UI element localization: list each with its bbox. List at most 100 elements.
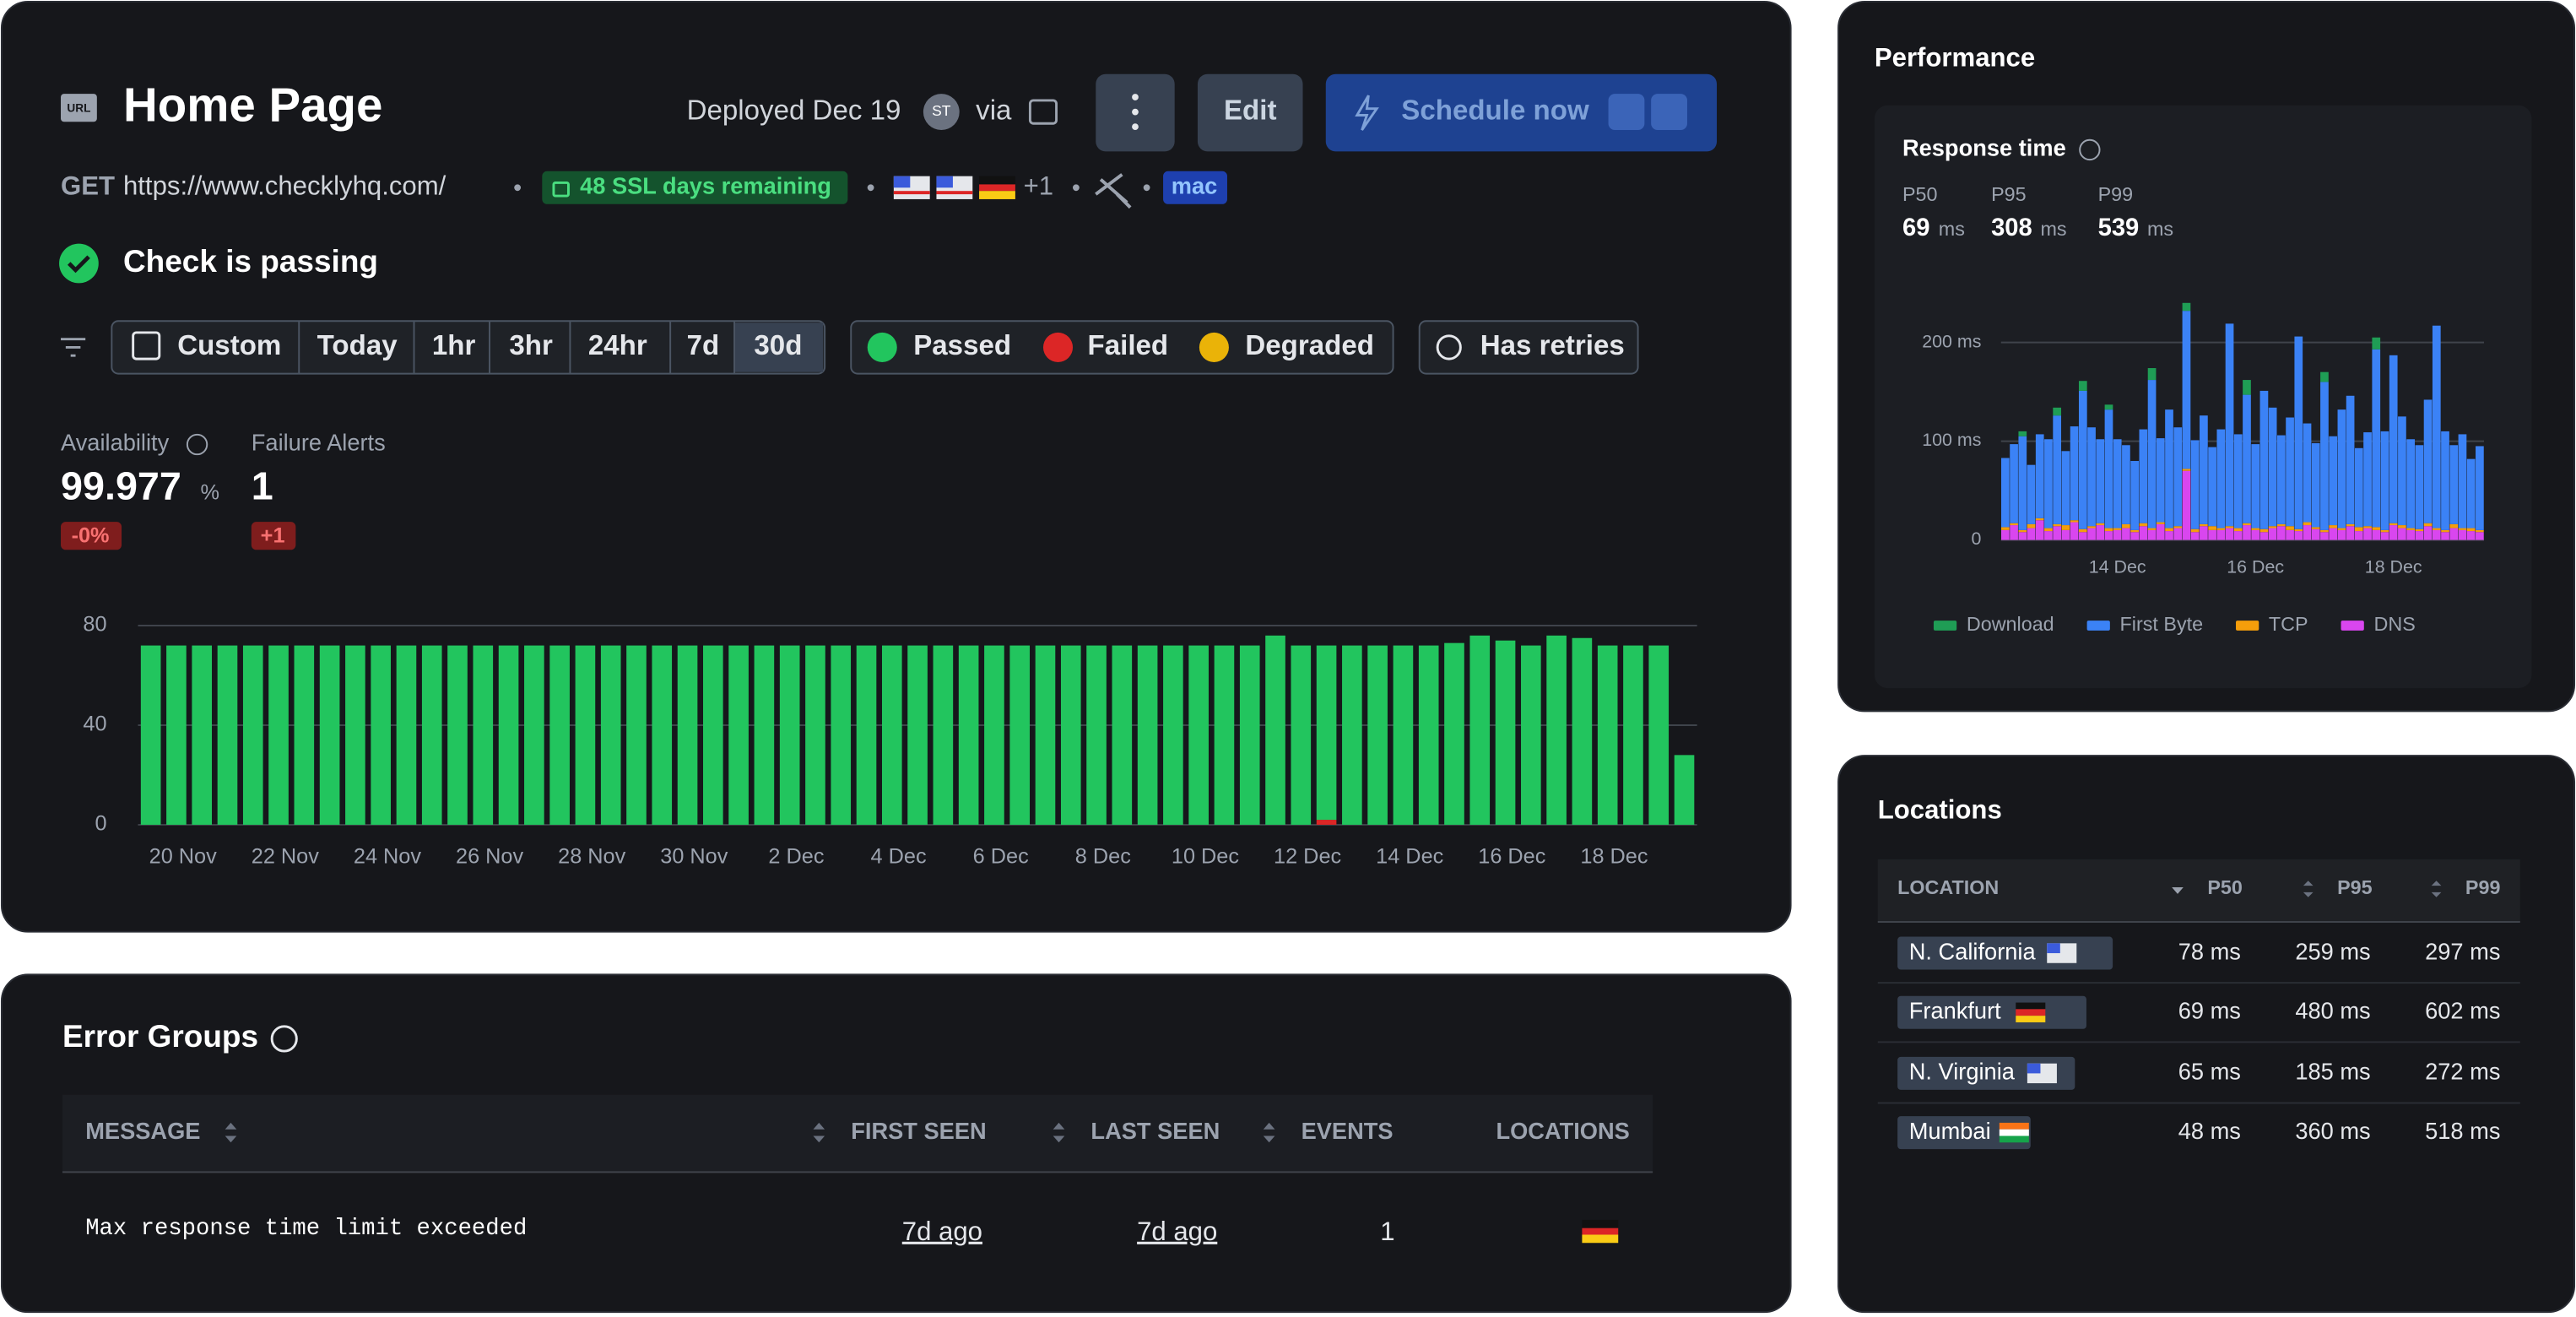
bar-segment [2268,528,2277,540]
bar-segment [396,645,417,825]
bar-segment [2208,526,2216,530]
avatar [923,94,960,131]
stat-unit: ms [1939,218,1965,240]
column-header[interactable]: LOCATIONS [1496,1118,1629,1144]
schedule-button[interactable] [1325,73,1718,152]
result-filter[interactable]: Passed [913,330,1011,361]
result-filter[interactable]: Degraded [1245,330,1374,361]
bar-segment [2070,426,2079,521]
metric-change: +1 [261,523,285,547]
cell: 480 ms [2295,997,2370,1023]
x-tick-label: 14 Dec [2089,556,2146,577]
bar-segment [2286,526,2294,530]
bar-segment [2449,523,2459,528]
bar-segment [856,645,877,825]
flag-stripe [936,191,973,195]
bar-segment [1367,645,1388,825]
bar-segment [2208,529,2216,540]
bar-segment [2243,525,2251,540]
flag-de [979,184,1015,192]
range[interactable]: 24hr [588,330,647,361]
bar-segment [2337,529,2346,540]
bar-segment [1521,645,1541,825]
dot [1132,94,1139,100]
range[interactable]: 3hr [509,330,553,361]
bar-segment [2053,407,2062,416]
bar-segment [2277,435,2286,524]
bar-segment [2225,323,2234,527]
range[interactable]: 1hr [432,330,476,361]
bar-segment [2139,526,2148,540]
error-message[interactable]: Max response time limit exceeded [85,1216,527,1242]
bar-segment [2354,531,2363,540]
column-header[interactable]: P99 [2465,876,2501,898]
range[interactable]: 7d [687,330,720,361]
column-header[interactable]: P50 [2207,876,2243,898]
retries-filter[interactable] [1418,320,1639,375]
location-rows: N. California 78 ms 259 ms 297 ms Frankf… [1877,936,2520,1150]
x-tick-label: 2 Dec [768,845,824,869]
bar-segment [2303,522,2312,526]
kbd [1608,94,1645,131]
bar-segment [2476,446,2484,530]
stat-value: 69 [1902,214,1929,241]
bar-segment [2268,526,2277,528]
bar-segment [881,645,902,825]
change-badge [251,522,296,550]
bar-segment [805,645,825,825]
bar-segment [2476,532,2484,540]
column-header[interactable]: FIRST SEEN [851,1118,986,1144]
y-tick-label: 0 [1971,528,1981,549]
bar-segment [958,645,979,825]
bar-segment [2233,434,2243,528]
result-filter[interactable]: Failed [1088,330,1169,361]
bar-segment [2251,444,2260,528]
via: via [976,95,1012,126]
flag-in [1999,1129,2029,1136]
edit-button[interactable] [1197,73,1303,152]
runtime: mac [1172,172,1218,198]
bar-segment [2311,442,2320,528]
column-header[interactable]: MESSAGE [85,1118,200,1144]
column-header[interactable]: LOCATION [1897,876,1999,898]
range[interactable]: Custom [177,330,281,361]
bar-segment [2018,431,2027,436]
bar-segment [2398,525,2406,528]
bar-segment [2001,529,2010,540]
sort-icon [813,1122,825,1143]
column-header[interactable]: EVENTS [1302,1118,1394,1144]
bar-segment [2182,469,2191,471]
column-header[interactable]: LAST SEEN [1090,1118,1220,1144]
flag-de [2016,1002,2046,1010]
bar-segment [2216,528,2226,530]
range[interactable]: Today [317,330,398,361]
bar-segment [2251,528,2260,530]
bar-segment [2001,458,2010,528]
range[interactable]: 30d [754,330,802,361]
bar-segment [2078,532,2087,540]
legend-label: DNS [2373,613,2415,635]
sort-icons [225,1122,1275,1143]
bar-segment [2070,520,2079,523]
column-header[interactable]: P95 [2337,876,2373,898]
avatar-text: ST [932,102,951,119]
cell: 48 ms [2178,1118,2241,1144]
stat-label: P99 [2098,183,2134,205]
help-icon [186,433,208,456]
bar-segment [2182,470,2191,540]
bar-segment [2156,522,2165,524]
bar-segment [2139,429,2148,523]
degraded-icon [1199,332,1229,362]
bar-segment [2389,523,2398,526]
bar-segment [1291,645,1312,825]
panel-title: Locations [1878,795,2002,825]
x-tick-label: 12 Dec [1274,845,1341,869]
bar-segment [2147,529,2157,540]
legend-label: Download [1967,613,2054,635]
bar-segment [2122,445,2130,524]
bar-segment [1469,635,1491,825]
legend-swatch [2341,621,2364,631]
flag-stripe [893,191,930,195]
bar-segment [2398,416,2406,526]
